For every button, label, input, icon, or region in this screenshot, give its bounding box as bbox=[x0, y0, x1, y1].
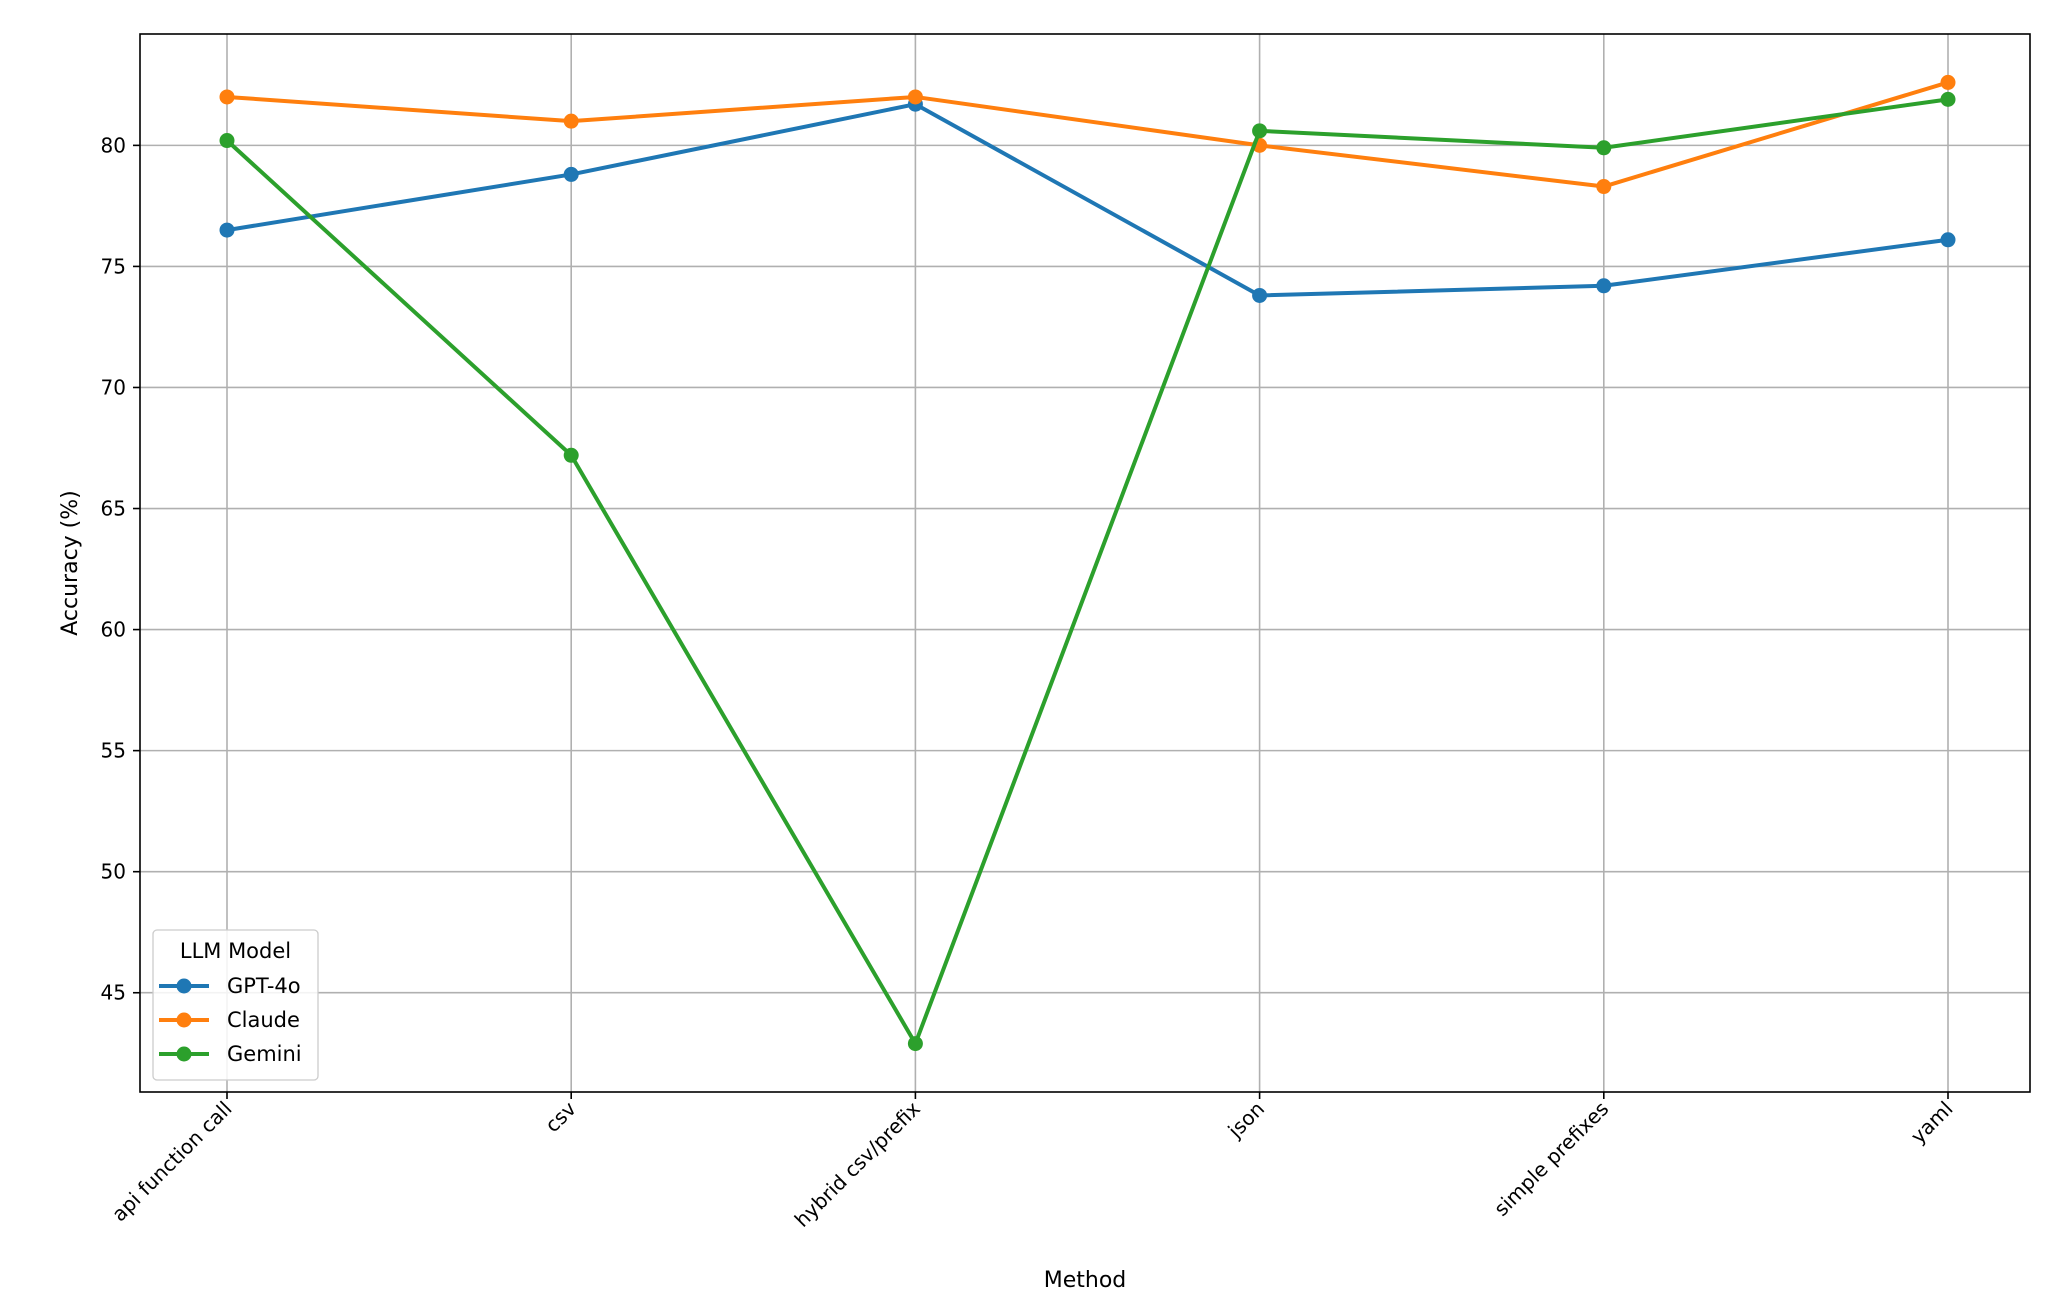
legend-item: Claude bbox=[159, 1008, 300, 1032]
data-point bbox=[563, 447, 579, 463]
series-claude bbox=[219, 74, 1956, 195]
y-axis-label: Accuracy (%) bbox=[58, 490, 83, 636]
legend-items: GPT-4o Claude Gemini bbox=[159, 974, 302, 1066]
data-point bbox=[219, 89, 235, 105]
x-tick-label: csv bbox=[540, 1096, 581, 1137]
legend-swatch-marker bbox=[176, 978, 192, 994]
plot-area-frame bbox=[139, 33, 2031, 1093]
y-tick-label: 55 bbox=[101, 739, 126, 763]
legend-item: Gemini bbox=[159, 1042, 302, 1066]
series-line bbox=[225, 102, 1950, 298]
data-point bbox=[1596, 140, 1612, 156]
data-point bbox=[1596, 179, 1612, 195]
series-line bbox=[225, 97, 1950, 1046]
y-tick-label: 75 bbox=[101, 254, 126, 278]
data-point bbox=[907, 1036, 923, 1052]
data-point bbox=[219, 133, 235, 149]
y-axis-ticks: 45 50 55 60 65 70 75 80 bbox=[101, 133, 140, 1005]
series-gemini bbox=[219, 91, 1956, 1052]
data-point bbox=[219, 222, 235, 238]
data-point bbox=[563, 113, 579, 129]
x-axis-label: Method bbox=[1044, 1268, 1127, 1293]
legend-swatch-marker bbox=[176, 1046, 192, 1062]
legend-label: Gemini bbox=[227, 1042, 302, 1066]
y-tick-label: 50 bbox=[101, 860, 126, 884]
data-point bbox=[1940, 232, 1956, 248]
legend-swatch-marker bbox=[176, 1012, 192, 1028]
y-tick-label: 65 bbox=[101, 497, 126, 521]
data-point bbox=[1252, 287, 1268, 303]
series-gpt-4o bbox=[219, 96, 1956, 303]
x-tick-label: yaml bbox=[1906, 1097, 1958, 1149]
x-tick-label: simple prefixes bbox=[1489, 1097, 1613, 1221]
grid-lines bbox=[140, 34, 2030, 1092]
legend-label: GPT-4o bbox=[227, 974, 301, 998]
y-tick-label: 60 bbox=[101, 618, 126, 642]
y-tick-label: 80 bbox=[101, 133, 126, 157]
legend-box bbox=[152, 929, 319, 1081]
legend-title: LLM Model bbox=[180, 939, 291, 963]
x-axis-ticks: api function call csv hybrid csv/prefix jso… bbox=[107, 1092, 1958, 1232]
series-line bbox=[225, 80, 1950, 189]
x-tick-label: json bbox=[1223, 1097, 1270, 1144]
data-point bbox=[1940, 91, 1956, 107]
legend-item: GPT-4o bbox=[159, 974, 301, 998]
legend-label: Claude bbox=[227, 1008, 300, 1032]
y-tick-label: 70 bbox=[101, 375, 126, 399]
x-tick-label: api function call bbox=[107, 1097, 237, 1227]
series-lines bbox=[219, 74, 1956, 1052]
data-point bbox=[1596, 278, 1612, 294]
legend: LLM Model GPT-4o Claude Gemini bbox=[152, 929, 319, 1081]
x-tick-label: hybrid csv/prefix bbox=[790, 1096, 925, 1231]
data-point bbox=[907, 89, 923, 105]
data-point bbox=[1940, 74, 1956, 90]
y-tick-label: 45 bbox=[101, 981, 126, 1005]
data-point bbox=[563, 166, 579, 182]
data-point bbox=[1252, 123, 1268, 139]
